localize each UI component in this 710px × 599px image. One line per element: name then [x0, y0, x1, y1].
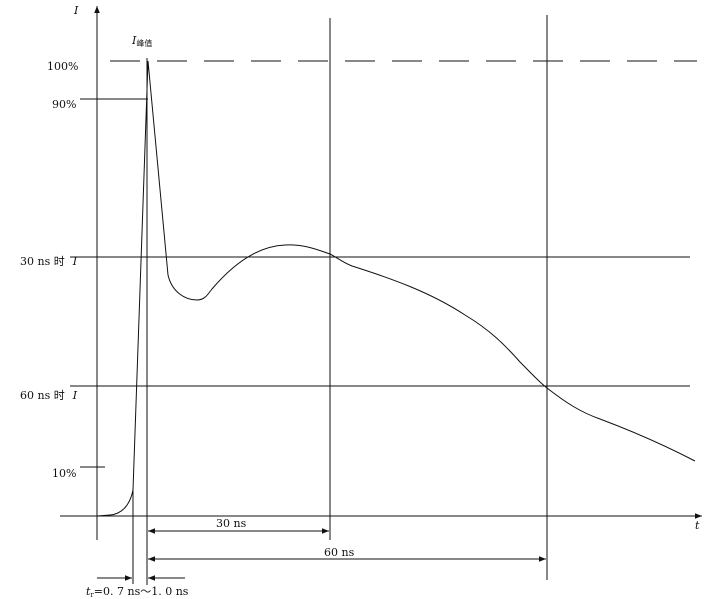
- label-60ns-symbol: I: [72, 389, 78, 402]
- rise-label: tr=0. 7 ns～1. 0 ns: [86, 585, 189, 599]
- peak-subscript: 峰值: [136, 38, 152, 48]
- label-30ns-level: 30 ns 时 I: [20, 255, 78, 268]
- dim-60ns-label: 60 ns: [324, 546, 355, 559]
- rise-text: =0. 7 ns～1. 0 ns: [94, 585, 189, 598]
- label-10: 10%: [52, 467, 76, 480]
- label-100: 100%: [47, 60, 78, 73]
- label-60ns-text: 60 ns 时: [20, 389, 65, 402]
- label-60ns-level: 60 ns 时 I: [20, 389, 78, 402]
- peak-label: I峰值: [131, 34, 152, 48]
- rise-subscript: r: [90, 591, 94, 599]
- y-axis-label: I: [73, 4, 79, 17]
- label-30ns-symbol: I: [72, 255, 78, 268]
- x-axis-label: t: [695, 519, 700, 532]
- dim-30ns-label: 30 ns: [216, 517, 247, 530]
- rise-symbol: t: [86, 585, 91, 598]
- label-30ns-text: 30 ns 时: [20, 255, 65, 268]
- label-90: 90%: [52, 98, 76, 111]
- current-waveform: [96, 60, 696, 517]
- peak-symbol: I: [131, 34, 137, 47]
